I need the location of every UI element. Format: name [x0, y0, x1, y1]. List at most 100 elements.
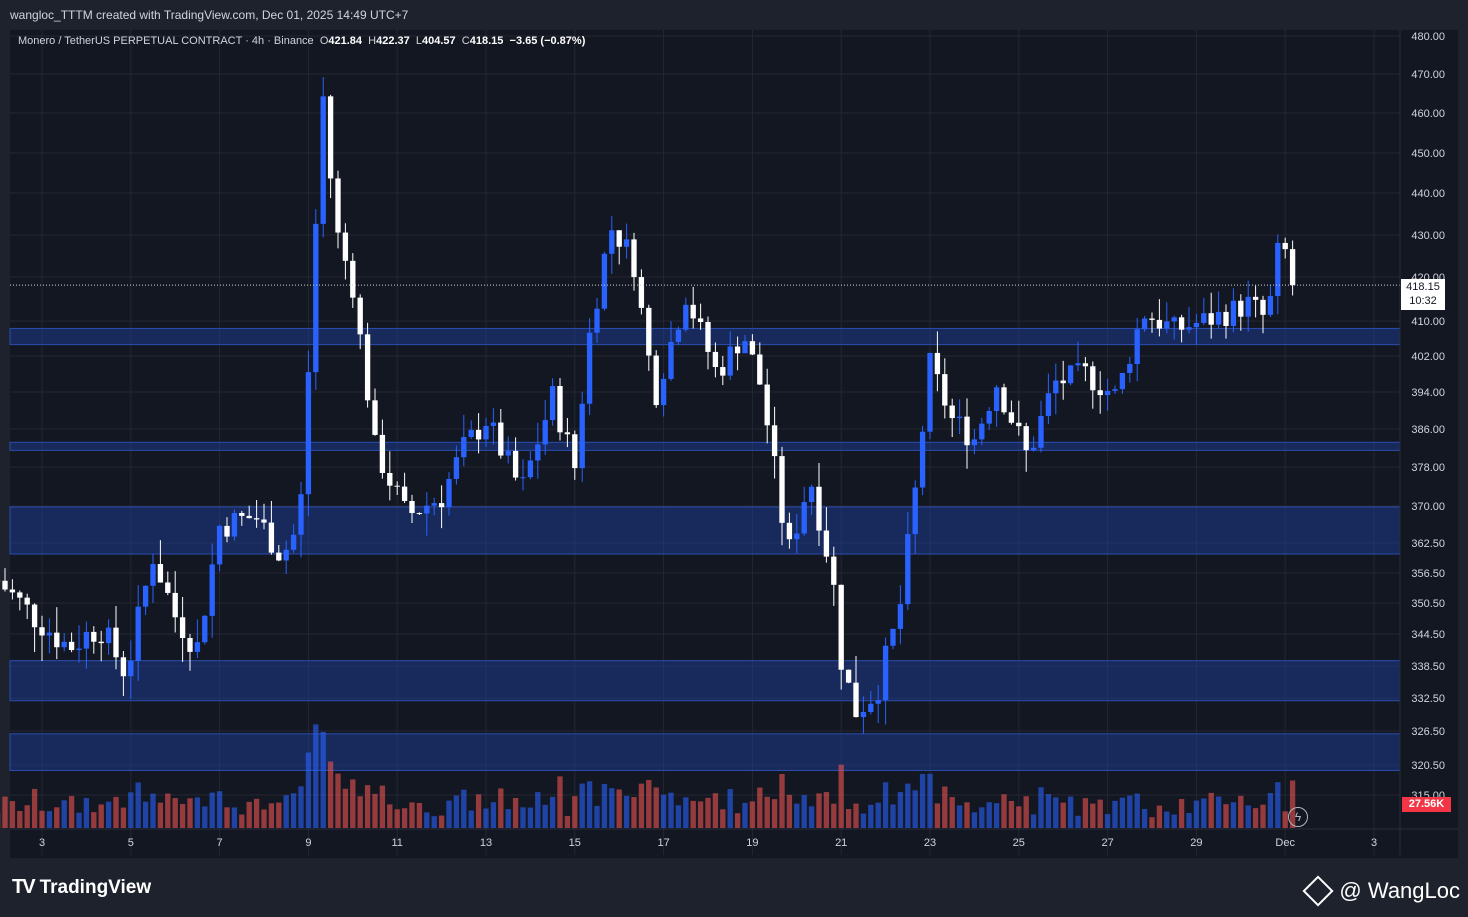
candle-body: [431, 503, 437, 506]
candle-body: [831, 556, 837, 585]
volume-bar: [764, 796, 770, 828]
candle-body: [853, 682, 859, 718]
candle-body: [720, 367, 726, 376]
volume-bar: [216, 791, 223, 828]
x-tick-label: 15: [569, 837, 581, 849]
volume-bar: [1127, 795, 1133, 828]
candle-body: [697, 318, 704, 322]
volume-bar: [1164, 811, 1170, 828]
volume-bar: [942, 786, 948, 828]
volume-bar: [919, 773, 926, 828]
volume-bar: [601, 783, 608, 828]
candle-body: [1267, 296, 1274, 315]
candle-body: [1208, 313, 1214, 325]
candle-body: [31, 604, 38, 628]
volume-bar: [91, 812, 97, 828]
y-tick-label: 362.50: [1411, 538, 1445, 550]
volume-bar: [1193, 800, 1200, 828]
volume-bar: [1008, 800, 1015, 828]
candle-body: [845, 669, 852, 683]
volume-bar: [860, 813, 867, 828]
candle-body: [1075, 363, 1081, 366]
candle-body: [401, 486, 408, 501]
last-price-tag: 418.15 10:32: [1401, 279, 1445, 310]
volume-bar: [616, 789, 622, 828]
volume-bar: [1208, 792, 1214, 828]
volume-bar: [172, 798, 178, 828]
volume-bar: [305, 752, 312, 828]
candle-body: [890, 628, 896, 646]
close-label: C: [461, 35, 470, 47]
candle-body: [1134, 329, 1140, 365]
volume-bar: [1045, 794, 1052, 828]
candle-body: [142, 585, 149, 607]
candle-body: [261, 519, 267, 523]
candle-body: [298, 494, 304, 535]
candles: [0, 77, 1296, 734]
volume-bar: [1215, 796, 1222, 828]
candle-body: [653, 355, 659, 406]
volume-bar: [2, 796, 8, 828]
candle-body: [1245, 296, 1251, 317]
volume-bar: [253, 798, 260, 828]
candle-body: [572, 434, 578, 469]
y-tick-label: 338.50: [1411, 661, 1445, 673]
open-value: 421.84: [328, 35, 363, 47]
volume-bar: [1245, 805, 1251, 828]
author-name: @ WangLoc: [1339, 878, 1460, 903]
candle-body: [771, 425, 778, 457]
candle-body: [734, 346, 741, 354]
candle-body: [357, 297, 363, 335]
candle-body: [268, 522, 275, 553]
volume-bar: [342, 788, 349, 828]
volume-tag: 27.56K: [1402, 797, 1451, 812]
volume-bar: [39, 810, 45, 828]
volume-bar: [808, 806, 815, 828]
volume-bar: [579, 783, 585, 828]
volume-bar: [313, 724, 319, 828]
volume-bar: [83, 798, 90, 828]
tradingview-logo[interactable]: TV TradingView: [12, 876, 151, 899]
candle-body: [942, 374, 948, 406]
candle-countdown: 10:32: [1409, 295, 1437, 307]
volume-bar: [446, 800, 452, 828]
volume-bar: [831, 803, 837, 828]
candle-body: [187, 637, 193, 652]
candle-body: [9, 589, 16, 593]
candle-body: [283, 549, 289, 561]
volume-bar: [61, 800, 67, 828]
candle-body: [2, 580, 8, 590]
candle-body: [409, 500, 415, 514]
candle-body: [438, 503, 445, 508]
volume-bar: [705, 797, 711, 828]
volume-bar: [113, 796, 119, 828]
candle-body: [475, 429, 482, 440]
volume-bar: [683, 797, 689, 828]
candle-body: [172, 592, 178, 618]
candle-body: [882, 645, 889, 701]
candle-body: [342, 232, 349, 261]
candle-body: [1082, 363, 1089, 367]
volume-bar: [150, 793, 156, 828]
volume-bar: [1201, 798, 1207, 828]
candle-body: [327, 96, 334, 179]
volume-bar: [372, 793, 378, 828]
x-tick-label: 29: [1190, 837, 1202, 849]
y-tick-label: 394.00: [1411, 387, 1445, 399]
volume-bar: [660, 794, 667, 828]
candle-body: [579, 403, 585, 469]
lightning-icon[interactable]: ϟ: [1288, 807, 1308, 827]
brand-name: TradingView: [39, 876, 152, 898]
candle-body: [779, 456, 785, 523]
candle-body: [786, 522, 793, 540]
volume-bar: [668, 792, 674, 828]
candle-body: [823, 530, 830, 557]
candle-body: [1171, 317, 1177, 322]
volume-bar: [1252, 808, 1259, 828]
candle-body: [202, 615, 208, 643]
volume-bar: [290, 793, 297, 828]
x-tick-label: 3: [1371, 837, 1377, 849]
candle-body: [742, 341, 748, 354]
candle-body: [631, 239, 637, 278]
